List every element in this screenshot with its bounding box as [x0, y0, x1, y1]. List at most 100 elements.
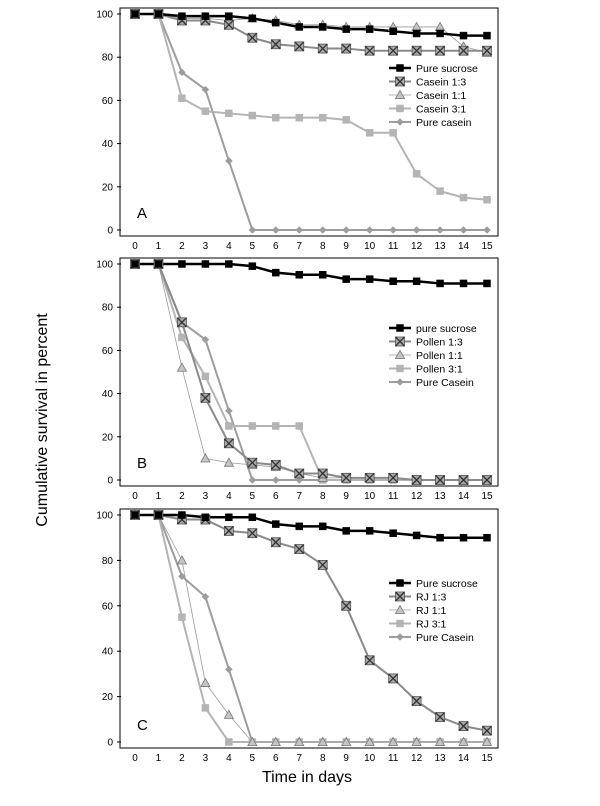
series-line-r13	[135, 13, 487, 52]
data-point	[342, 527, 350, 535]
data-point	[248, 422, 257, 430]
data-point-cross-b	[435, 45, 446, 56]
x-tick-label: 1	[156, 753, 162, 764]
series-markers-sucrose	[131, 511, 491, 542]
data-point	[201, 12, 210, 20]
data-point	[225, 407, 233, 415]
data-point	[412, 226, 421, 234]
data-point	[387, 736, 399, 746]
data-point	[388, 45, 399, 56]
series-line-r11	[135, 13, 488, 54]
data-point	[201, 704, 210, 712]
x-tick-label: 15	[481, 241, 493, 252]
series-markers-sucrose	[131, 10, 491, 40]
data-point	[435, 45, 446, 56]
data-point-cross-b	[294, 544, 305, 555]
data-point-cross-b	[411, 475, 422, 485]
x-tick-label: 14	[458, 491, 470, 502]
data-point	[225, 260, 233, 268]
data-point	[247, 736, 258, 746]
data-point	[295, 271, 304, 279]
legend-entry: RJ 3:1	[416, 618, 447, 630]
legend-entry: Casein 1:1	[416, 90, 466, 102]
data-point	[483, 31, 491, 40]
data-point-cross-b	[388, 45, 399, 56]
x-tick-label: 13	[435, 241, 447, 252]
data-point	[225, 665, 233, 674]
x-tick-label: 15	[481, 491, 493, 502]
legend-swatch-marker	[396, 579, 404, 587]
y-tick-label: 60	[102, 96, 114, 107]
x-tick-label: 1	[156, 241, 162, 252]
data-point-cross-b	[341, 43, 352, 54]
data-point	[248, 513, 257, 522]
data-point	[131, 10, 139, 18]
data-point-cross-b	[435, 712, 446, 722]
x-tick-label: 10	[364, 753, 376, 764]
data-point	[271, 226, 280, 234]
data-point	[436, 226, 444, 234]
x-tick-label: 0	[132, 491, 138, 502]
data-point	[248, 226, 257, 234]
x-tick-label: 4	[226, 241, 232, 252]
data-point	[364, 736, 375, 746]
data-point-cross-b	[176, 317, 187, 328]
data-point-cross-b	[223, 525, 234, 536]
x-tick-label: 13	[435, 491, 447, 502]
data-point	[154, 511, 163, 519]
data-point	[223, 438, 234, 449]
panel-frame	[119, 257, 499, 487]
data-point	[342, 275, 350, 283]
data-point	[459, 193, 468, 202]
x-tick-label: 2	[179, 753, 185, 764]
data-point	[201, 85, 210, 94]
x-tick-label: 14	[458, 753, 470, 764]
legend-entry: Pollen 3:1	[416, 363, 463, 375]
data-point	[131, 511, 139, 519]
y-tick-label: 100	[96, 260, 113, 271]
panel-letter: A	[137, 205, 147, 222]
data-point	[436, 187, 444, 195]
x-tick-label: 9	[343, 753, 349, 764]
data-point	[225, 12, 233, 20]
data-point	[411, 475, 422, 485]
y-tick-label: 80	[102, 556, 114, 567]
legend-swatch-marker	[396, 633, 404, 641]
data-point	[317, 736, 328, 746]
legend-swatch-marker-cross-b	[395, 591, 405, 602]
data-point	[248, 476, 257, 484]
x-tick-label: 1	[156, 491, 162, 502]
data-point	[389, 129, 397, 137]
data-point	[318, 522, 327, 531]
data-point	[317, 468, 328, 479]
y-tick-label: 60	[102, 601, 114, 612]
data-point	[411, 21, 422, 31]
data-point	[201, 107, 210, 115]
data-point	[294, 544, 305, 555]
data-point	[295, 422, 304, 430]
legend-swatch-marker-cross-b	[395, 76, 405, 87]
data-point	[295, 522, 304, 531]
data-point	[459, 533, 468, 542]
data-point	[341, 736, 352, 746]
data-point	[458, 721, 469, 732]
y-tick-label: 100	[96, 511, 113, 522]
x-tick-label: 2	[179, 491, 185, 502]
data-point	[435, 712, 446, 722]
data-point	[317, 559, 328, 570]
data-point	[482, 475, 492, 485]
data-point	[223, 19, 234, 30]
data-point	[482, 45, 492, 56]
data-point	[389, 277, 397, 286]
y-tick-label: 40	[102, 389, 114, 400]
data-point-cross-b	[435, 475, 446, 485]
series-line-sucrose	[135, 12, 487, 37]
legend-entry: Pure sucrose	[416, 578, 478, 590]
x-tick-label: 6	[273, 491, 279, 502]
legend-swatch-marker	[395, 591, 405, 602]
legend-swatch-marker	[396, 364, 404, 373]
data-point	[272, 113, 280, 122]
legend-entry: pure sucrose	[416, 323, 477, 335]
